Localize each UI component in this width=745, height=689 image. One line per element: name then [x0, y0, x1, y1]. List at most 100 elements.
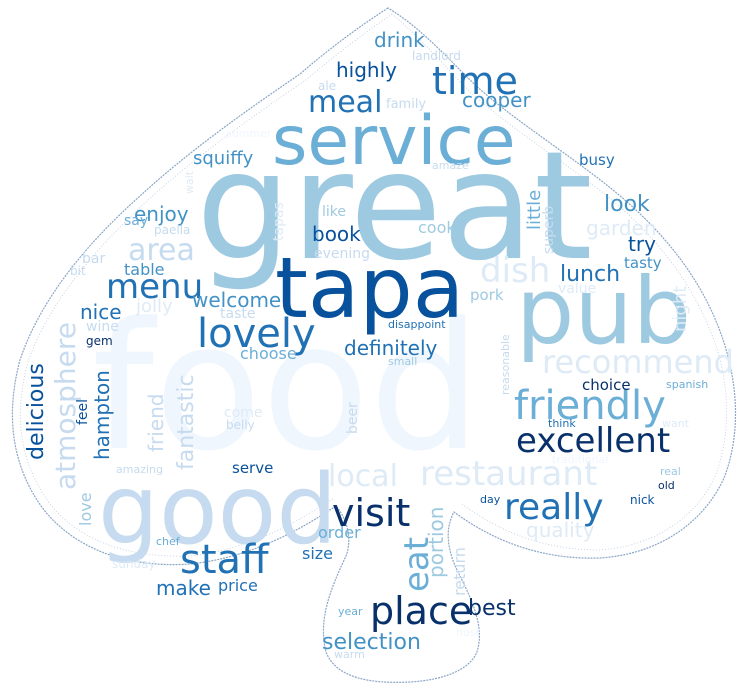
word-day: day [480, 493, 501, 506]
word-fantastic: fantastic [174, 374, 199, 470]
word-paella: paella [154, 223, 191, 237]
word-menu: menu [106, 267, 204, 307]
word-meal: meal [308, 85, 383, 120]
word-friendly: friendly [514, 383, 666, 429]
word-wait: wait [183, 170, 196, 194]
word-wine: wine [86, 319, 119, 335]
word-choose: choose [240, 344, 297, 363]
word-choice: choice [582, 376, 631, 394]
word-portion: portion [424, 506, 448, 578]
word-gem: gem [86, 334, 113, 348]
word-think: think [548, 417, 576, 430]
word-friend: friend [144, 393, 168, 453]
word-lunch: lunch [560, 262, 621, 287]
word-restaurant: restaurant [420, 454, 598, 494]
word-best: best [468, 596, 516, 621]
word-nick: nick [630, 493, 655, 507]
word-reasonable: reasonable [499, 334, 512, 395]
word-tapa: tapa [275, 239, 465, 337]
word-enjoy: enjoy [134, 202, 189, 226]
word-make: make [156, 576, 211, 600]
word-selection: selection [322, 630, 421, 655]
word-ale: ale [318, 79, 337, 93]
word-table: table [124, 260, 165, 279]
word-real: real [660, 465, 681, 478]
word-bar: bar [82, 251, 106, 267]
word-landlord: landlord [412, 49, 461, 63]
word-family: family [386, 97, 427, 112]
word-like: like [322, 204, 347, 220]
word-love: love [76, 492, 95, 526]
word-excellent: excellent [516, 421, 671, 461]
word-traditional: traditional [552, 453, 609, 466]
word-chef: chef [156, 535, 180, 548]
word-price: price [218, 576, 258, 595]
word-order: order [318, 523, 361, 542]
word-superb: superb [541, 205, 557, 254]
word-quality: quality [526, 518, 595, 542]
word-dish: dish [480, 251, 551, 291]
word-try: try [628, 232, 656, 256]
word-value: value [558, 281, 597, 297]
word-amazing: amazing [116, 463, 163, 476]
word-come: come [224, 405, 263, 421]
word-cooper: cooper [462, 88, 531, 112]
word-area: area [128, 233, 195, 268]
word-great: great [196, 120, 593, 294]
word-belly: belly [226, 418, 255, 432]
word-local: local [328, 459, 398, 494]
word-return: return [450, 547, 469, 596]
word-size: size [302, 544, 334, 563]
word-night: night [670, 285, 691, 332]
word-pub: pub [516, 258, 692, 365]
word-hampton: hampton [90, 370, 114, 460]
word-service: service [272, 102, 516, 181]
word-busy: busy [579, 151, 615, 169]
word-food: food [92, 285, 482, 490]
word-drink: drink [374, 28, 425, 52]
word-recommend: recommend [542, 343, 734, 381]
word-disappoint: disappoint [388, 318, 446, 331]
spade-outline-path [11, 7, 737, 683]
word-visit: visit [332, 491, 411, 535]
word-book: book [312, 222, 361, 246]
word-feel: feel [75, 398, 91, 425]
word-host: host [456, 626, 480, 639]
word-nice: nice [80, 300, 122, 324]
word-good: good [98, 454, 338, 566]
word-serve: serve [232, 459, 274, 477]
word-definitely: definitely [344, 336, 438, 360]
word-summer: summer [226, 127, 272, 140]
word-beer: beer [345, 402, 361, 434]
word-place: place [370, 589, 473, 633]
word-delicious: delicious [24, 363, 49, 460]
word-say: say [124, 213, 149, 229]
word-taste: taste [220, 306, 256, 322]
word-tasty: tasty [624, 254, 662, 272]
word-time: time [432, 59, 518, 103]
word-amaze: amaze [432, 159, 469, 172]
word-pork: pork [470, 286, 504, 304]
word-lovely: lovely [197, 311, 316, 357]
word-squiffy: squiffy [193, 148, 254, 169]
word-jolly: jolly [136, 296, 173, 317]
word-tapas: tapas [271, 202, 287, 241]
word-want: want [662, 417, 690, 430]
word-sunday: sunday [112, 557, 156, 571]
word-evening: evening [314, 246, 371, 262]
word-garden: garden [586, 216, 657, 240]
word-warm: warm [334, 648, 365, 661]
word-bit: bit [70, 264, 86, 278]
word-look: look [604, 192, 650, 217]
spade-outline-path-inner [19, 13, 728, 557]
word-small: small [388, 355, 418, 368]
word-staff: staff [180, 537, 269, 583]
word-old: old [658, 479, 675, 492]
word-welcome: welcome [192, 288, 282, 312]
word-highly: highly [336, 58, 397, 82]
word-cook: cook [418, 218, 456, 237]
word-spanish: spanish [666, 378, 709, 391]
word-really: really [504, 487, 604, 528]
